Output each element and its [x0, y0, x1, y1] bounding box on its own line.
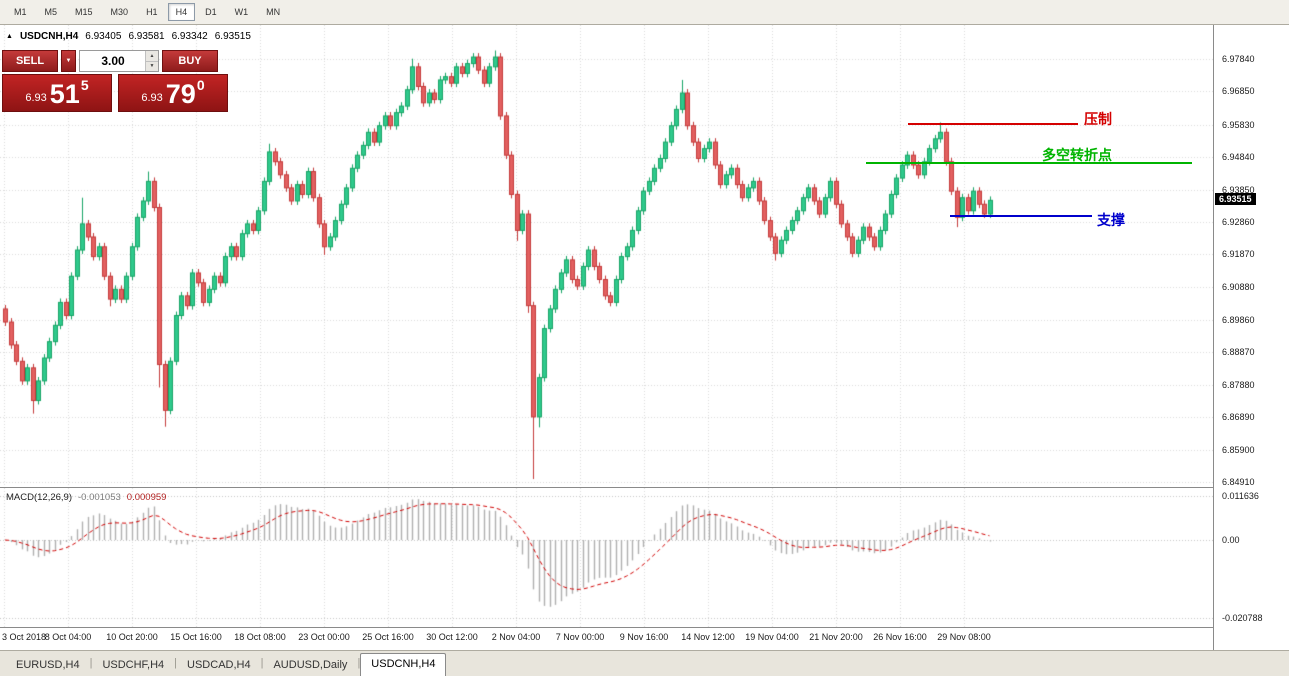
volume-increase-button[interactable]: ▲: [146, 51, 158, 62]
chart-tab-bar: EURUSD,H4 | USDCHF,H4 | USDCAD,H4 | AUDUSD,Dai…: [0, 650, 1289, 676]
volume-input[interactable]: [80, 51, 158, 71]
tab-separator: |: [357, 656, 361, 669]
current-price-tag: 6.93515: [1215, 193, 1256, 206]
buy-button[interactable]: BUY: [162, 50, 218, 72]
macd-value-signal: 0.000959: [126, 492, 167, 503]
macd-axis-label: -0.020788: [1222, 612, 1263, 623]
price-axis-label: 6.97840: [1222, 54, 1255, 64]
buy-price-box[interactable]: 6.93 79 0: [118, 74, 228, 112]
tab-separator: |: [174, 656, 178, 669]
time-axis-label: 25 Oct 16:00: [362, 632, 414, 642]
sell-price-prefix: 6.93: [25, 92, 47, 104]
price-axis-label: 6.84910: [1222, 477, 1255, 487]
quote-open: 6.93405: [85, 31, 122, 42]
macd-indicator-label: MACD(12,26,9) -0.001053 0.000959: [6, 492, 166, 503]
price-axis-label: 6.89860: [1222, 315, 1255, 326]
time-axis-label: 23 Oct 00:00: [298, 632, 350, 642]
time-axis-label: 26 Nov 16:00: [873, 632, 927, 642]
price-axis-label: 6.85900: [1222, 444, 1255, 455]
price-axis-label: 6.96850: [1222, 86, 1255, 97]
timeframe-button-m1[interactable]: M1: [14, 7, 27, 17]
indicator-timeaxis-separator: [0, 627, 1289, 628]
time-axis-label: 15 Oct 16:00: [170, 632, 222, 642]
time-axis-label: 8 Oct 04:00: [44, 632, 92, 642]
timeframe-button-w1[interactable]: W1: [234, 7, 249, 17]
macd-axis-label: 0.011636: [1222, 491, 1259, 502]
one-click-trading-toggle-icon[interactable]: ▲: [6, 33, 13, 40]
time-axis[interactable]: 3 Oct 2018 8 Oct 04:00 10 Oct 20:00 15 Oct …: [0, 628, 1213, 649]
tab-separator: |: [89, 656, 93, 669]
price-axis-label: 6.94840: [1222, 152, 1255, 163]
time-axis-label: 10 Oct 20:00: [106, 632, 158, 642]
quote-close: 6.93515: [214, 31, 251, 42]
price-axis-label: 6.88870: [1222, 347, 1255, 358]
time-axis-label: 9 Nov 16:00: [619, 632, 669, 642]
tab-usdchf-h4[interactable]: USDCHF,H4: [102, 659, 165, 671]
volume-decrease-button[interactable]: ▼: [146, 61, 158, 71]
time-axis-label: 18 Oct 08:00: [234, 632, 286, 642]
timeframe-button-m5[interactable]: M5: [44, 7, 58, 17]
chevron-down-icon: ▼: [65, 58, 72, 64]
price-axis-label: 6.90880: [1222, 281, 1255, 292]
volume-stepper: ▲ ▼: [145, 51, 158, 71]
tab-usdcnh-h4[interactable]: USDCNH,H4: [360, 653, 447, 676]
timeframe-button-h1[interactable]: H1: [146, 7, 158, 17]
macd-canvas[interactable]: [0, 488, 1213, 627]
time-axis-label: 3 Oct 2018: [2, 632, 47, 642]
macd-name: MACD(12,26,9): [6, 492, 72, 503]
time-axis-label: 7 Nov 00:00: [555, 632, 605, 642]
macd-value-main: -0.001053: [78, 492, 121, 503]
tab-separator: |: [260, 656, 264, 669]
sell-button[interactable]: SELL: [2, 50, 58, 72]
sell-price-big: 51: [49, 79, 80, 110]
timeframe-toolbar: M1 M5 M15 M30 H1 H4 D1 W1 MN: [0, 0, 1289, 25]
price-axis[interactable]: 6.93515 6.97840 6.96850 6.95830 6.94840 6.93…: [1213, 25, 1289, 650]
timeframe-button-h4[interactable]: H4: [167, 3, 196, 21]
quote-high: 6.93581: [128, 31, 165, 42]
timeframe-button-m30[interactable]: M30: [110, 7, 129, 17]
price-axis-label: 6.95830: [1222, 119, 1255, 130]
sell-price-sup: 5: [80, 77, 89, 93]
buy-price-prefix: 6.93: [141, 92, 163, 104]
time-axis-label: 2 Nov 04:00: [491, 632, 541, 642]
timeframe-button-mn[interactable]: MN: [266, 7, 281, 17]
tab-eurusd-h4[interactable]: EURUSD,H4: [16, 659, 80, 671]
price-axis-label: 6.87880: [1222, 379, 1255, 390]
price-axis-label: 6.93850: [1222, 184, 1255, 195]
volume-dropdown-button[interactable]: ▼: [61, 50, 76, 72]
buy-price-sup: 0: [196, 77, 205, 93]
volume-field: ▲ ▼: [79, 50, 159, 72]
tab-audusd-daily[interactable]: AUDUSD,Daily: [273, 659, 348, 671]
time-axis-label: 19 Nov 04:00: [745, 632, 799, 642]
time-axis-label: 29 Nov 08:00: [937, 632, 991, 642]
price-axis-label: 6.92860: [1222, 216, 1255, 227]
time-axis-label: 14 Nov 12:00: [681, 632, 735, 642]
time-axis-label: 30 Oct 12:00: [426, 632, 478, 642]
timeframe-button-d1[interactable]: D1: [205, 7, 217, 17]
tab-usdcad-h4[interactable]: USDCAD,H4: [187, 659, 251, 671]
chart-symbol-label: USDCNH,H4: [19, 31, 79, 42]
quote-low: 6.93342: [171, 31, 208, 42]
buy-price-big: 79: [165, 79, 196, 110]
timeframe-button-m15[interactable]: M15: [75, 7, 93, 17]
chart-title: ▲ USDCNH,H4 6.93405 6.93581 6.93342 6.93…: [6, 31, 251, 42]
chart-indicator-separator[interactable]: [0, 487, 1289, 488]
sell-price-box[interactable]: 6.93 51 5: [2, 74, 112, 112]
time-axis-label: 21 Nov 20:00: [809, 632, 863, 642]
price-axis-label: 6.86890: [1222, 412, 1255, 423]
macd-axis-label: 0.00: [1222, 535, 1240, 545]
price-axis-label: 6.91870: [1222, 249, 1255, 260]
